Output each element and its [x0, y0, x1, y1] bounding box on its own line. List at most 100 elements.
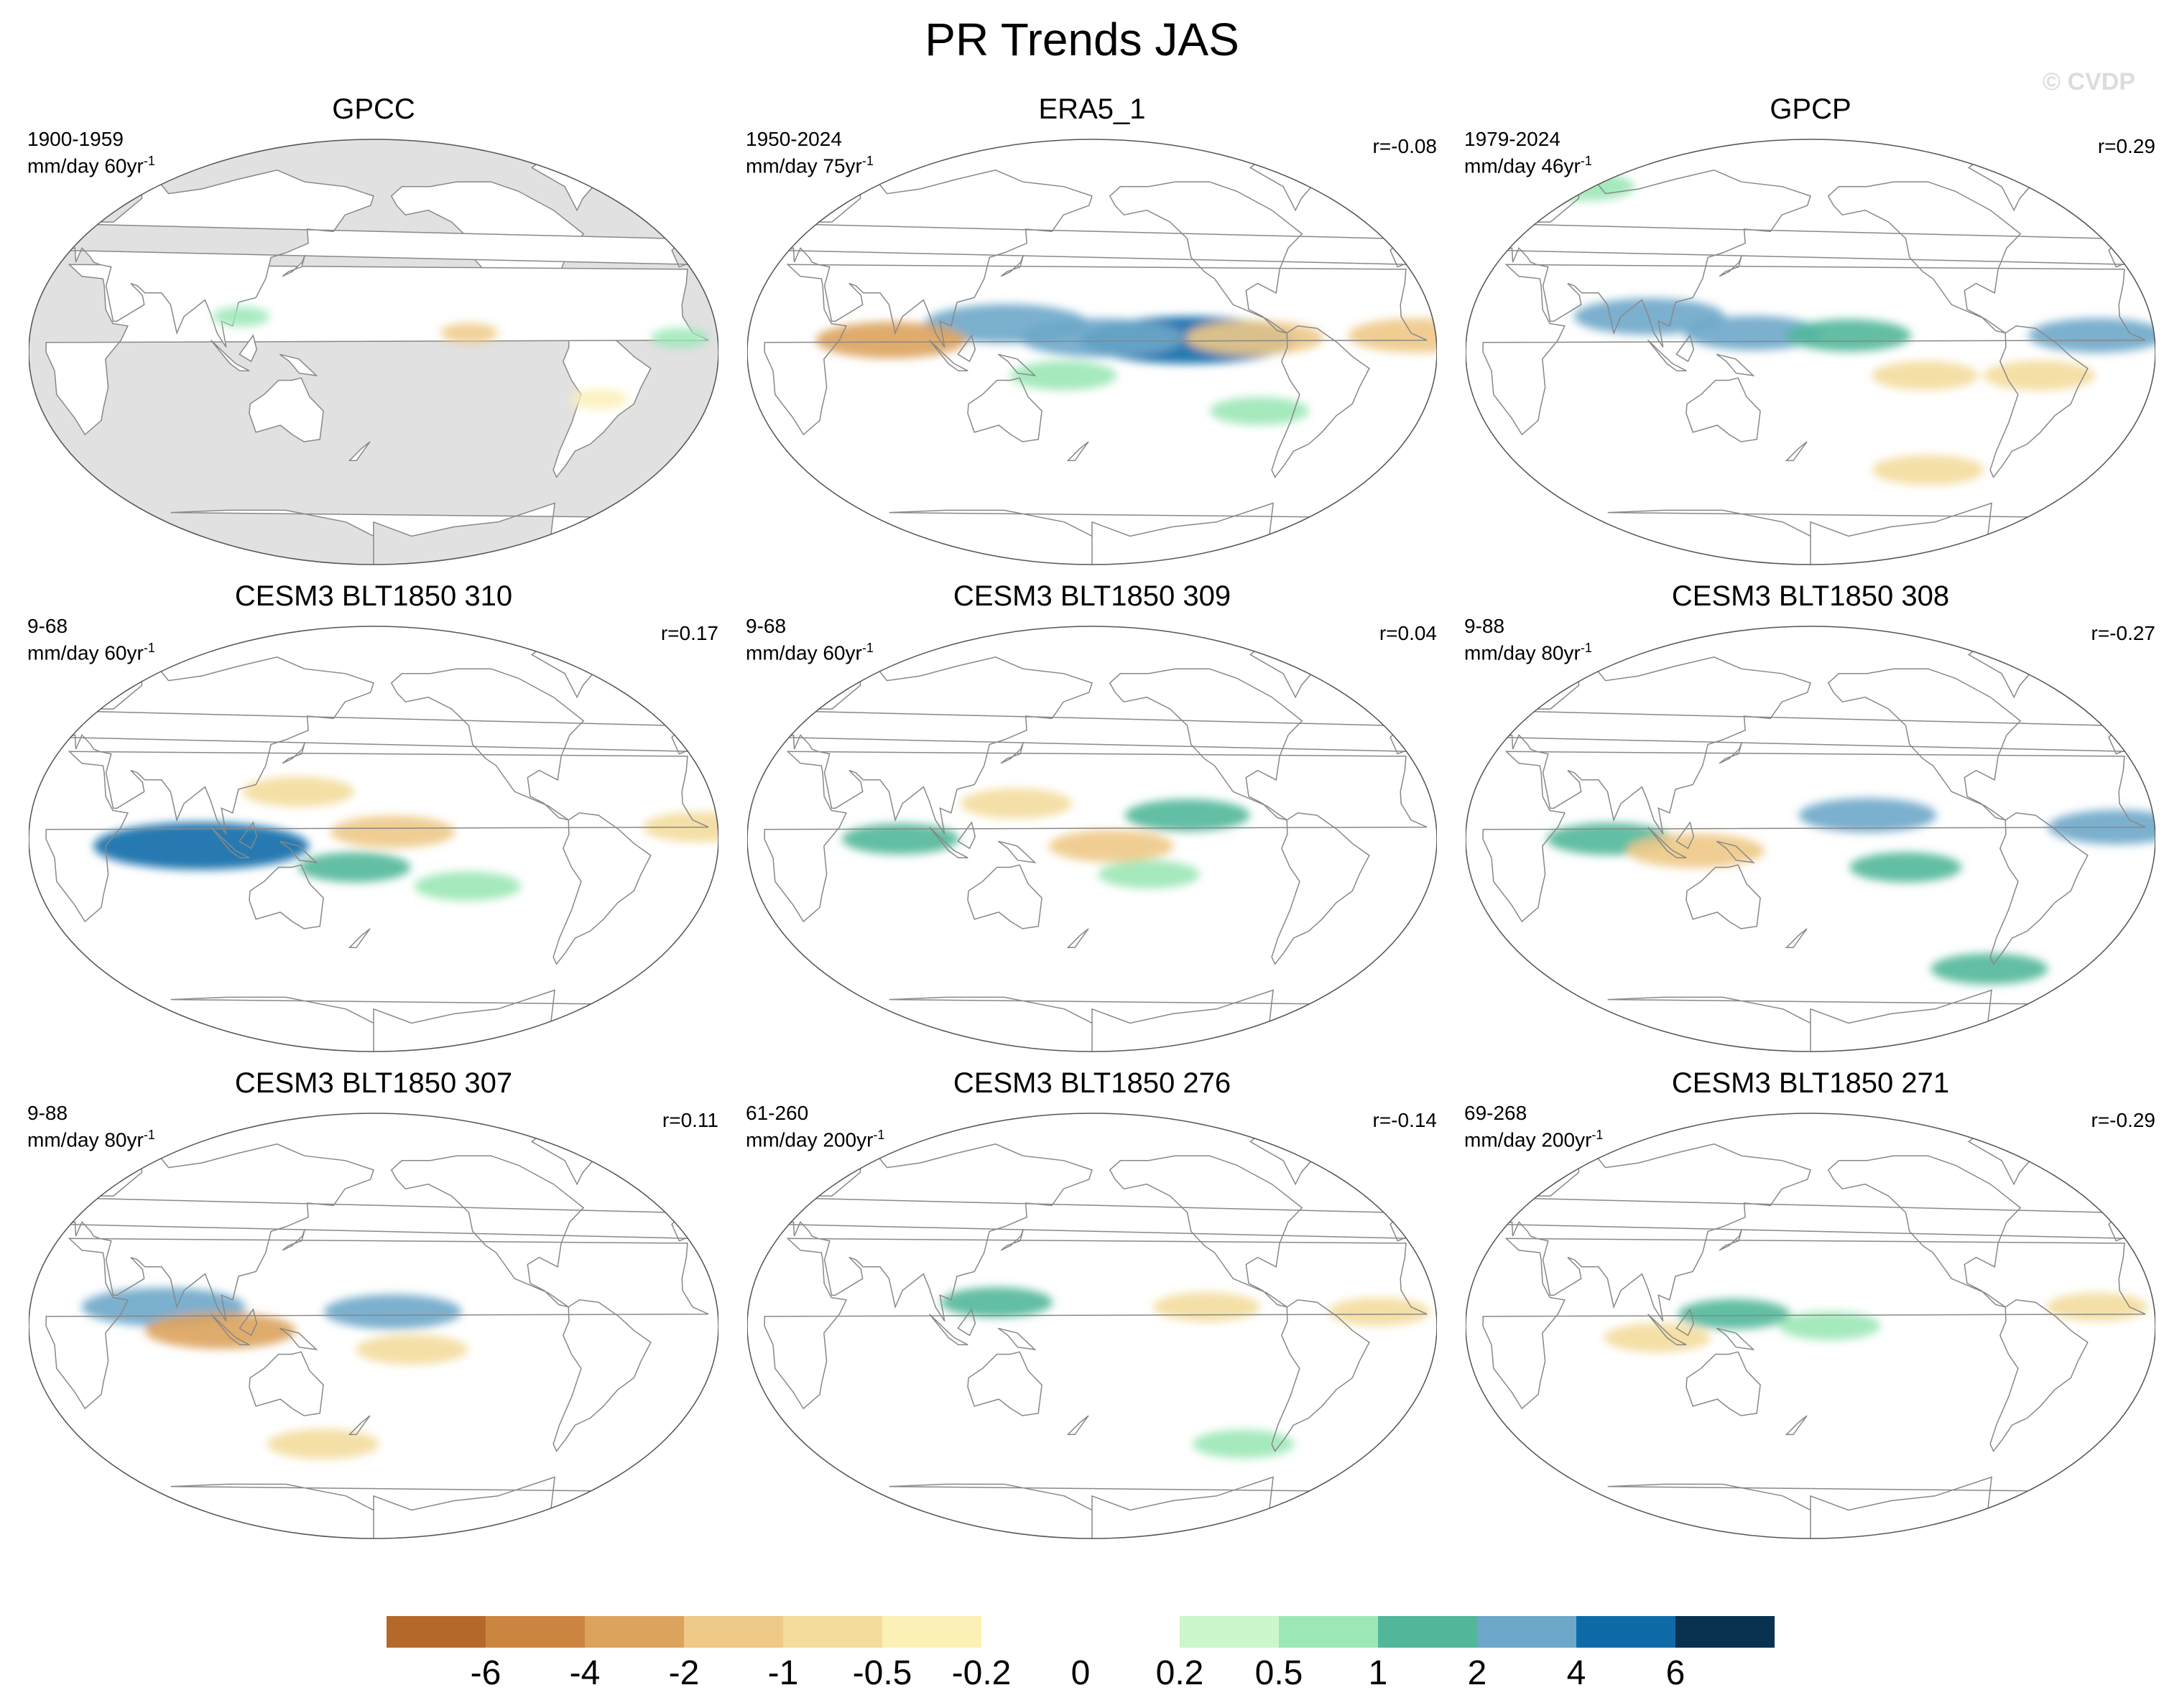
coastline	[211, 827, 250, 859]
panel-units-exponent: -1	[1580, 641, 1592, 655]
trend-feature	[356, 1334, 468, 1365]
trend-feature	[1983, 360, 2096, 391]
map-panel: ERA5_1 1950-2024 mm/day 75yr-1 r=-0.08	[733, 93, 1451, 567]
map	[1466, 139, 2155, 565]
panel-units: mm/day 75yr-1	[746, 154, 874, 177]
coastline	[1675, 1308, 1695, 1337]
map-background	[1466, 139, 2155, 565]
coastline	[957, 334, 976, 363]
coastline	[249, 377, 324, 442]
map-border	[29, 1113, 718, 1539]
coastline	[348, 1415, 371, 1436]
panel-correlation: r=-0.14	[1372, 1109, 1438, 1131]
coastline	[1066, 441, 1089, 462]
map	[1466, 626, 2155, 1052]
trend-feature	[841, 823, 959, 855]
coastline	[1827, 668, 2022, 821]
coastline	[1271, 325, 1370, 478]
panel-units-text: mm/day 75yr	[746, 154, 862, 177]
trend-feature	[1604, 1323, 1711, 1352]
trend-feature	[1798, 798, 1937, 833]
panel-units: mm/day 200yr-1	[746, 1128, 884, 1151]
colorbar-tick-label: -1	[768, 1654, 799, 1692]
panel-units-text: mm/day 200yr	[1464, 1128, 1592, 1151]
coastline	[1827, 181, 2022, 334]
map-border	[1466, 1113, 2155, 1539]
panel-title: CESM3 BLT1850 310	[234, 580, 513, 612]
coastline	[170, 1476, 629, 1538]
colorbar-tick-label: -0.5	[853, 1654, 912, 1692]
trend-feature	[570, 389, 629, 409]
trend-feature	[1124, 799, 1250, 832]
map-border	[747, 626, 1437, 1052]
coastline	[1686, 377, 1761, 442]
map-border	[29, 139, 718, 565]
trend-feature	[1328, 1297, 1430, 1327]
trend-feature	[1786, 319, 1912, 352]
trend-feature	[1185, 320, 1324, 356]
panel-correlation: r=0.17	[660, 622, 718, 644]
panel-title: GPCP	[1770, 93, 1851, 125]
colorbar-box	[1081, 1616, 1180, 1648]
panel-title: CESM3 BLT1850 276	[953, 1067, 1231, 1099]
coastline	[1607, 1476, 2066, 1538]
panel-title: CESM3 BLT1850 307	[234, 1067, 513, 1099]
map-border	[1466, 626, 2155, 1052]
coastline	[348, 928, 371, 949]
colorbar-box	[1378, 1616, 1477, 1648]
trend-feature	[1532, 172, 1635, 201]
trend-feature	[1153, 1292, 1260, 1322]
coastline	[1989, 325, 2089, 478]
panel-period: 69-268	[1464, 1102, 1527, 1124]
panel-units: mm/day 80yr-1	[27, 1128, 155, 1151]
coastline	[1719, 254, 1743, 277]
coastline	[1607, 502, 2066, 565]
panel-period: 9-88	[1464, 615, 1505, 637]
coastline	[1647, 340, 1687, 372]
map	[29, 626, 718, 1052]
trend-feature	[93, 822, 310, 870]
map-panel: CESM3 BLT1850 276 61-260 mm/day 200yr-1 r=-…	[733, 1067, 1451, 1541]
colorbar: -6 -4 -2 -1 -0.5 -0.2 0 0.2 0.5 1 2 4 6	[387, 1616, 1775, 1692]
panel-title: CESM3 BLT1850 271	[1671, 1067, 1950, 1099]
coastline	[1000, 1228, 1025, 1251]
coastline	[1109, 1155, 1303, 1308]
coastline	[1647, 827, 1687, 859]
coastline	[211, 340, 250, 372]
map-panel: CESM3 BLT1850 308 9-88 mm/day 80yr-1 r=-0.2…	[1451, 580, 2164, 1054]
colorbar-tick-label: -2	[669, 1654, 700, 1692]
map-border	[747, 139, 1437, 565]
coastline	[1109, 181, 1303, 334]
panel-period: 9-88	[27, 1102, 68, 1124]
coastline	[348, 441, 371, 462]
trend-feature	[414, 871, 522, 901]
trend-feature	[1048, 830, 1174, 863]
trend-feature	[650, 328, 708, 348]
coastline	[239, 821, 258, 850]
coastline	[1716, 840, 1755, 863]
panel-period: 9-68	[27, 615, 68, 637]
panel-period: 1979-2024	[1464, 128, 1560, 150]
panel-units-text: mm/day 60yr	[746, 641, 862, 664]
coastline	[279, 353, 318, 376]
colorbar-box	[882, 1616, 981, 1648]
coastline	[282, 741, 306, 764]
panel-units: mm/day 60yr-1	[746, 641, 874, 664]
colorbar-tick-label: 1	[1369, 1654, 1388, 1692]
trend-feature	[242, 776, 355, 807]
coastline	[390, 1155, 585, 1308]
coastline	[279, 1327, 318, 1350]
coastline	[170, 502, 629, 565]
trend-feature	[960, 788, 1073, 819]
coastline	[1271, 812, 1370, 965]
watermark: © CVDP	[2043, 68, 2135, 96]
colorbar-tick-label: 0.2	[1156, 1654, 1204, 1692]
coastline	[1066, 928, 1089, 949]
coastline	[1607, 989, 2066, 1052]
map-panel: CESM3 BLT1850 271 69-268 mm/day 200yr-1 r=-…	[1451, 1067, 2164, 1541]
coastline	[997, 840, 1037, 863]
panel-correlation: r=-0.27	[2091, 622, 2156, 644]
trend-feature	[924, 304, 1088, 343]
map-background	[747, 1113, 1437, 1538]
colorbar-box	[684, 1616, 783, 1648]
